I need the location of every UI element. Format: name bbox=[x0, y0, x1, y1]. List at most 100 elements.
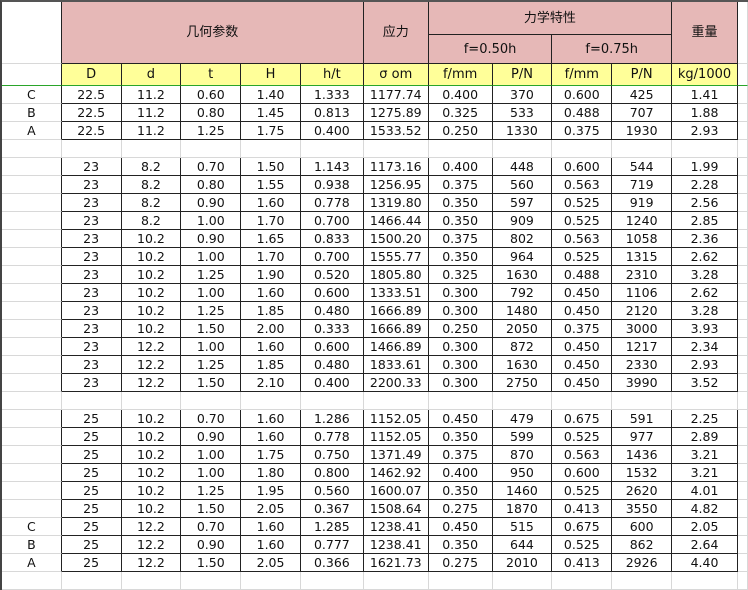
column-header-1[interactable]: d bbox=[121, 64, 182, 86]
column-header-0[interactable]: D bbox=[61, 64, 122, 86]
empty-cell[interactable] bbox=[737, 392, 748, 410]
empty-cell[interactable] bbox=[737, 320, 748, 338]
cell-kg-1000[interactable]: 2.28 bbox=[672, 176, 738, 194]
cell-f-mm[interactable]: 0.350 bbox=[428, 248, 493, 266]
cell-f-mm[interactable]: 0.275 bbox=[428, 500, 493, 518]
empty-cell[interactable] bbox=[492, 392, 553, 410]
cell-t[interactable]: 0.70 bbox=[181, 518, 242, 536]
cell-h[interactable]: 1.75 bbox=[241, 122, 301, 140]
cell-kg-1000[interactable]: 3.21 bbox=[672, 446, 738, 464]
cell-t[interactable]: 0.90 bbox=[181, 230, 242, 248]
cell-d[interactable]: 25 bbox=[61, 518, 122, 536]
cell-p-n[interactable]: 2620 bbox=[612, 482, 673, 500]
cell-f-mm[interactable]: 0.563 bbox=[552, 230, 613, 248]
cell-f-mm[interactable]: 0.375 bbox=[428, 176, 493, 194]
cell-d[interactable]: 25 bbox=[61, 500, 122, 518]
f050-header[interactable]: f=0.50h bbox=[428, 35, 553, 64]
f075-header[interactable]: f=0.75h bbox=[552, 35, 673, 64]
empty-cell[interactable] bbox=[552, 140, 613, 158]
cell-p-n[interactable]: 644 bbox=[492, 536, 553, 554]
cell-f-mm[interactable]: 0.450 bbox=[552, 284, 613, 302]
cell-d[interactable]: 23 bbox=[61, 176, 122, 194]
empty-cell[interactable] bbox=[737, 518, 748, 536]
empty-cell[interactable] bbox=[737, 122, 748, 140]
empty-cell[interactable] bbox=[737, 284, 748, 302]
cell-f-mm[interactable]: 0.525 bbox=[552, 482, 613, 500]
cell-f-mm[interactable]: 0.525 bbox=[552, 428, 613, 446]
cell-kg-1000[interactable]: 2.85 bbox=[672, 212, 738, 230]
row-label[interactable] bbox=[2, 320, 62, 338]
cell-kg-1000[interactable]: 3.93 bbox=[672, 320, 738, 338]
empty-cell[interactable] bbox=[672, 392, 738, 410]
cell-p-n[interactable]: 2926 bbox=[612, 554, 673, 572]
cell-d[interactable]: 10.2 bbox=[121, 428, 182, 446]
cell-h[interactable]: 1.65 bbox=[241, 230, 301, 248]
cell---om[interactable]: 1152.05 bbox=[363, 410, 429, 428]
cell-p-n[interactable]: 533 bbox=[492, 104, 553, 122]
cell-d[interactable]: 23 bbox=[61, 230, 122, 248]
cell---om[interactable]: 1533.52 bbox=[363, 122, 429, 140]
cell-d[interactable]: 25 bbox=[61, 428, 122, 446]
cell-h-t[interactable]: 0.833 bbox=[300, 230, 364, 248]
cell---om[interactable]: 1508.64 bbox=[363, 500, 429, 518]
row-label[interactable] bbox=[2, 230, 62, 248]
cell-t[interactable]: 0.80 bbox=[181, 104, 242, 122]
empty-cell[interactable] bbox=[492, 572, 553, 590]
cell-f-mm[interactable]: 0.325 bbox=[428, 104, 493, 122]
cell-f-mm[interactable]: 0.275 bbox=[428, 554, 493, 572]
cell-d[interactable]: 25 bbox=[61, 446, 122, 464]
row-label[interactable] bbox=[2, 158, 62, 176]
empty-cell[interactable] bbox=[672, 572, 738, 590]
cell-p-n[interactable]: 1460 bbox=[492, 482, 553, 500]
cell-kg-1000[interactable]: 1.41 bbox=[672, 86, 738, 104]
cell-f-mm[interactable]: 0.400 bbox=[428, 464, 493, 482]
cell-kg-1000[interactable]: 2.25 bbox=[672, 410, 738, 428]
cell---om[interactable]: 1371.49 bbox=[363, 446, 429, 464]
cell-f-mm[interactable]: 0.413 bbox=[552, 500, 613, 518]
column-header-10[interactable]: kg/1000 bbox=[672, 64, 738, 86]
cell---om[interactable]: 1256.95 bbox=[363, 176, 429, 194]
column-header-9[interactable]: P/N bbox=[612, 64, 673, 86]
cell-d[interactable]: 10.2 bbox=[121, 500, 182, 518]
empty-cell[interactable] bbox=[61, 572, 122, 590]
cell-p-n[interactable]: 1480 bbox=[492, 302, 553, 320]
cell-f-mm[interactable]: 0.600 bbox=[552, 158, 613, 176]
cell-h[interactable]: 1.60 bbox=[241, 194, 301, 212]
cell-p-n[interactable]: 591 bbox=[612, 410, 673, 428]
cell-h-t[interactable]: 0.778 bbox=[300, 194, 364, 212]
cell-t[interactable]: 1.25 bbox=[181, 266, 242, 284]
empty-cell[interactable] bbox=[363, 572, 429, 590]
empty-cell[interactable] bbox=[737, 536, 748, 554]
empty-cell[interactable] bbox=[2, 140, 62, 158]
cell-p-n[interactable]: 2050 bbox=[492, 320, 553, 338]
empty-cell[interactable] bbox=[181, 572, 242, 590]
cell-f-mm[interactable]: 0.450 bbox=[552, 338, 613, 356]
cell-f-mm[interactable]: 0.375 bbox=[428, 446, 493, 464]
empty-cell[interactable] bbox=[737, 212, 748, 230]
cell-d[interactable]: 23 bbox=[61, 338, 122, 356]
cell-t[interactable]: 0.90 bbox=[181, 428, 242, 446]
cell-f-mm[interactable]: 0.250 bbox=[428, 320, 493, 338]
cell---om[interactable]: 1666.89 bbox=[363, 320, 429, 338]
cell-kg-1000[interactable]: 4.40 bbox=[672, 554, 738, 572]
cell-f-mm[interactable]: 0.675 bbox=[552, 518, 613, 536]
empty-cell[interactable] bbox=[672, 140, 738, 158]
empty-cell[interactable] bbox=[737, 428, 748, 446]
cell-h[interactable]: 1.70 bbox=[241, 212, 301, 230]
cell-f-mm[interactable]: 0.350 bbox=[428, 194, 493, 212]
cell-d[interactable]: 11.2 bbox=[121, 86, 182, 104]
cell-h[interactable]: 1.60 bbox=[241, 284, 301, 302]
cell-f-mm[interactable]: 0.525 bbox=[552, 194, 613, 212]
cell-d[interactable]: 10.2 bbox=[121, 302, 182, 320]
cell-d[interactable]: 23 bbox=[61, 248, 122, 266]
empty-cell[interactable] bbox=[181, 392, 242, 410]
empty-cell[interactable] bbox=[61, 140, 122, 158]
cell---om[interactable]: 1500.20 bbox=[363, 230, 429, 248]
cell-h[interactable]: 1.55 bbox=[241, 176, 301, 194]
row-label[interactable] bbox=[2, 266, 62, 284]
cell-h-t[interactable]: 0.366 bbox=[300, 554, 364, 572]
cell-d[interactable]: 22.5 bbox=[61, 104, 122, 122]
cell-t[interactable]: 1.25 bbox=[181, 122, 242, 140]
row-label[interactable] bbox=[2, 302, 62, 320]
cell---om[interactable]: 1466.44 bbox=[363, 212, 429, 230]
